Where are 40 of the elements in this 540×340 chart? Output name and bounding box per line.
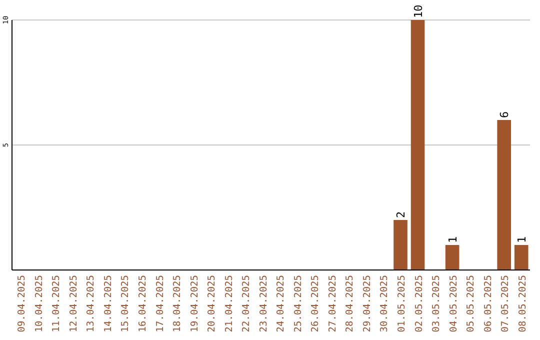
bar	[514, 245, 528, 270]
x-tick-label: 15.04.2025	[120, 275, 132, 332]
x-tick-label: 07.05.2025	[500, 275, 512, 332]
x-tick-label: 14.04.2025	[102, 275, 114, 332]
x-tick-label: 22.04.2025	[241, 275, 252, 332]
x-tick-label: 17.04.2025	[154, 275, 166, 332]
x-tick-label: 29.04.2025	[362, 275, 373, 332]
x-tick-label: 21.04.2025	[224, 275, 235, 332]
data-label: 6	[498, 111, 512, 118]
bar	[445, 245, 460, 270]
x-tick-label: 28.04.2025	[344, 275, 356, 332]
x-tick-label: 06.05.2025	[482, 275, 494, 332]
x-tick-label: 20.04.2025	[206, 275, 218, 332]
x-tick-label: 09.04.2025	[16, 275, 28, 332]
x-tick-label: 26.04.2025	[310, 275, 322, 332]
x-tick-label: 13.04.2025	[86, 275, 97, 332]
data-label: 1	[446, 236, 460, 243]
bar	[410, 20, 425, 270]
x-tick-label: 01.05.2025	[396, 275, 408, 332]
x-tick-label: 27.04.2025	[327, 275, 338, 332]
x-tick-label: 25.04.2025	[292, 275, 304, 332]
x-tick-label: 12.04.2025	[68, 275, 80, 332]
data-label: 10	[412, 4, 425, 18]
x-tick-label: 11.04.2025	[51, 275, 62, 332]
bar	[394, 220, 408, 270]
x-tick-label: 23.04.2025	[258, 275, 270, 332]
x-tick-label: 04.05.2025	[448, 275, 460, 332]
x-tick-label: 18.04.2025	[172, 275, 184, 332]
x-tick-label: 05.05.2025	[466, 275, 477, 332]
bar	[497, 120, 512, 270]
x-tick-label: 02.05.2025	[414, 275, 425, 332]
x-tick-label: 24.04.2025	[276, 275, 287, 332]
data-label: 2	[394, 211, 408, 218]
x-tick-label: 10.04.2025	[34, 275, 45, 332]
x-tick-label: 30.04.2025	[379, 275, 390, 332]
data-label: 1	[515, 236, 528, 243]
x-tick-label: 08.05.2025	[517, 275, 528, 332]
x-tick-label: 03.05.2025	[431, 275, 442, 332]
x-tick-label: 19.04.2025	[189, 275, 200, 332]
x-tick-label: 16.04.2025	[138, 275, 148, 332]
